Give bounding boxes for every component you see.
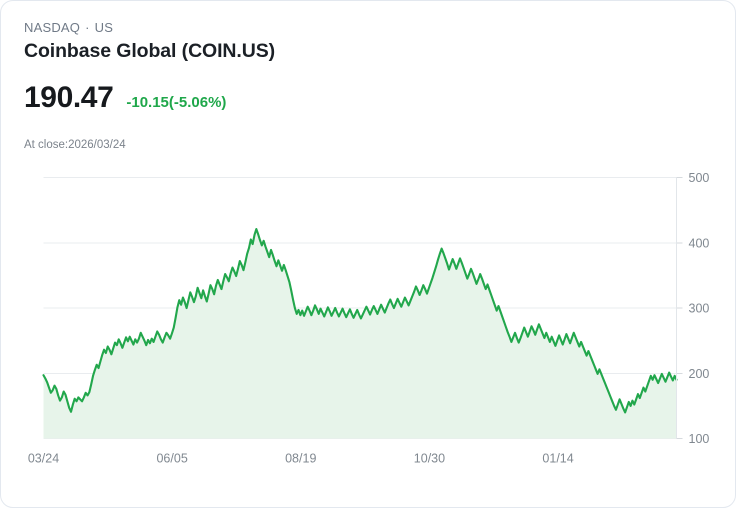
y-axis-tick-label: 400 <box>689 236 710 250</box>
y-axis-tick-label: 500 <box>689 171 710 185</box>
quote-header: NASDAQ · US Coinbase Global (COIN.US) <box>24 19 715 64</box>
x-axis-tick-label: 06/05 <box>156 452 187 466</box>
price-change: -10.15(-5.06%) <box>126 94 227 111</box>
x-axis-tick-label: 03/24 <box>28 452 59 466</box>
x-axis-tick-label: 01/14 <box>542 452 573 466</box>
exchange-label: NASDAQ <box>24 20 81 35</box>
x-axis-tick-label: 08/19 <box>285 452 316 466</box>
price-chart-svg[interactable]: 500 400 300 200 100 03/24 06/05 08/19 10/30 01/1… <box>1 161 736 481</box>
price-row: 190.47 -10.15(-5.06%) <box>24 81 226 115</box>
exchange-separator: · <box>85 20 90 35</box>
exchange-region-line: NASDAQ · US <box>24 19 715 36</box>
market-status-note: At close:2026/03/24 <box>24 139 126 151</box>
current-price: 190.47 <box>24 81 114 114</box>
chart-x-axis: 03/24 06/05 08/19 10/30 01/14 <box>28 452 574 466</box>
y-axis-tick-label: 300 <box>689 302 710 316</box>
chart-y-axis: 500 400 300 200 100 <box>676 171 710 446</box>
page-title: Coinbase Global (COIN.US) <box>24 40 276 62</box>
y-axis-tick-label: 200 <box>689 367 710 381</box>
price-chart[interactable]: 500 400 300 200 100 03/24 06/05 08/19 10/30 01/1… <box>1 161 736 481</box>
price-line <box>42 228 678 414</box>
x-axis-tick-label: 10/30 <box>414 452 445 466</box>
price-area-fill <box>43 229 677 439</box>
region-label: US <box>94 20 114 35</box>
y-axis-tick-label: 100 <box>689 432 710 446</box>
